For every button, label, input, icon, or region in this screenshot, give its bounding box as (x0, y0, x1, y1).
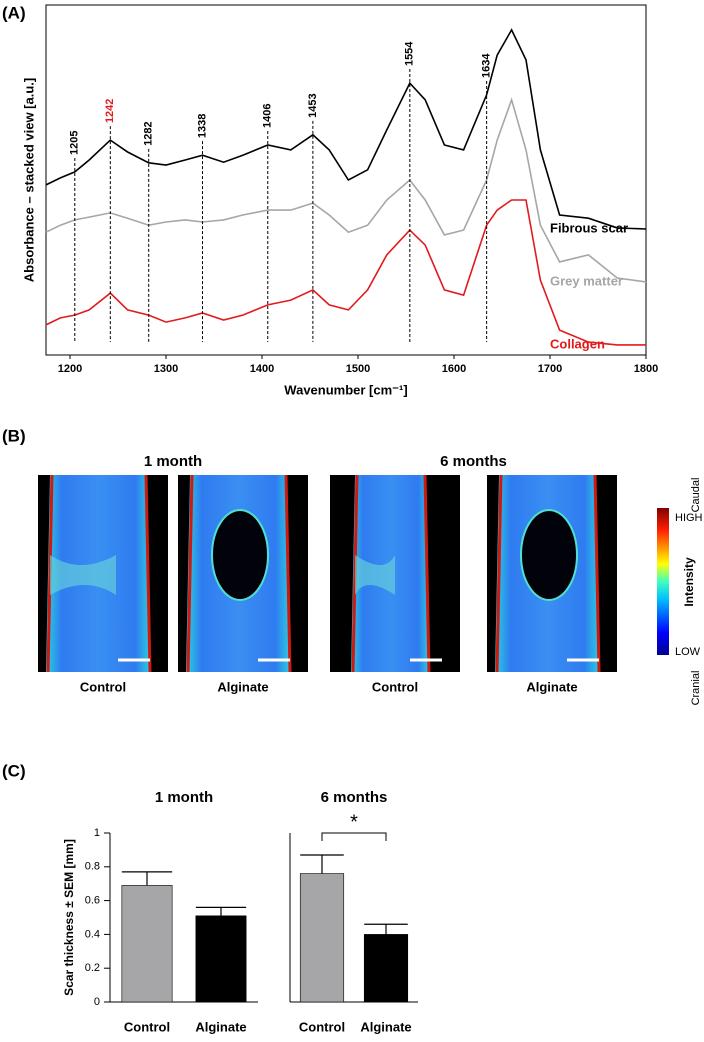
tissue-edge (186, 474, 292, 673)
bar (363, 934, 409, 1003)
panel-label: (C) (2, 761, 26, 780)
image-label: Alginate (526, 679, 577, 694)
y-axis-label: Absorbance – stacked view [a.u.] (21, 78, 36, 282)
panel-label: (B) (2, 426, 26, 445)
y-tick-label: 0 (94, 996, 100, 1008)
error-bar (195, 906, 247, 916)
significance-bracket (321, 832, 387, 841)
bar (299, 873, 345, 1003)
peak-label: 1242 (104, 99, 116, 123)
group-title: 1 month (155, 789, 213, 806)
bar (195, 915, 247, 1003)
colorbar (657, 508, 669, 655)
panel-label: (A) (2, 3, 26, 22)
x-tick-label: 1600 (442, 363, 466, 375)
lesion (211, 509, 269, 601)
colorbar-low: LOW (675, 646, 701, 658)
series-label: Fibrous scar (550, 220, 628, 235)
bar (121, 885, 173, 1003)
image-panel: 1 month 6 months Control Alginate Control Alg… (38, 453, 703, 705)
x-tick-label: 1200 (58, 363, 82, 375)
image-label: Alginate (217, 679, 268, 694)
peak-label: 1634 (481, 53, 493, 78)
image-label: Control (80, 679, 126, 694)
y-tick-label: 0.6 (85, 895, 100, 907)
scar (50, 555, 116, 595)
x-tick-label: 1800 (634, 363, 658, 375)
y-tick-label: 0.2 (85, 962, 100, 974)
x-tick-label: 1500 (346, 363, 370, 375)
x-tick-label: Alginate (360, 1019, 411, 1034)
group-title: 6 months (321, 789, 388, 806)
x-tick-label: 1300 (154, 363, 178, 375)
spectrum-line (45, 199, 646, 346)
peak-label: 1453 (307, 93, 319, 117)
spectrum-line (45, 28, 647, 230)
tissue-edge (495, 474, 601, 673)
x-tick-label: Control (124, 1019, 170, 1034)
y-tick-label: 1 (94, 827, 100, 839)
orientation-label: Caudal (690, 478, 702, 513)
peak-label: 1338 (196, 114, 208, 138)
lesion (520, 509, 578, 601)
scar (355, 555, 395, 595)
group-title: 1 month (144, 453, 202, 470)
peak-label: 1282 (143, 121, 155, 145)
y-axis-label: Scar thickness ± SEM [mm] (62, 839, 76, 996)
group-title: 6 months (440, 453, 507, 470)
error-bar (364, 923, 408, 935)
y-tick-label: 0.8 (85, 861, 100, 873)
x-axis-label: Wavenumber [cm⁻¹] (284, 382, 407, 397)
x-tick-label: Alginate (195, 1019, 246, 1034)
significance-label: * (350, 811, 358, 833)
image-label: Control (372, 679, 418, 694)
peak-label: 1554 (404, 41, 416, 66)
plot-frame (45, 4, 647, 356)
x-tick-label: Control (299, 1019, 345, 1034)
series-label: Collagen (550, 336, 605, 351)
error-bar (300, 854, 344, 874)
y-tick-label: 0.4 (85, 928, 100, 940)
error-bar (121, 871, 173, 886)
x-tick-label: 1700 (538, 363, 562, 375)
series-label: Grey matter (550, 273, 623, 288)
peak-label: 1406 (262, 104, 274, 128)
orientation-label: Cranial (690, 671, 702, 706)
peak-label: 1205 (69, 130, 81, 154)
spectrum-line (45, 97, 647, 283)
colorbar-label: Intensity (682, 557, 696, 607)
x-tick-label: 1400 (250, 363, 274, 375)
colorbar-high: HIGH (675, 512, 703, 524)
